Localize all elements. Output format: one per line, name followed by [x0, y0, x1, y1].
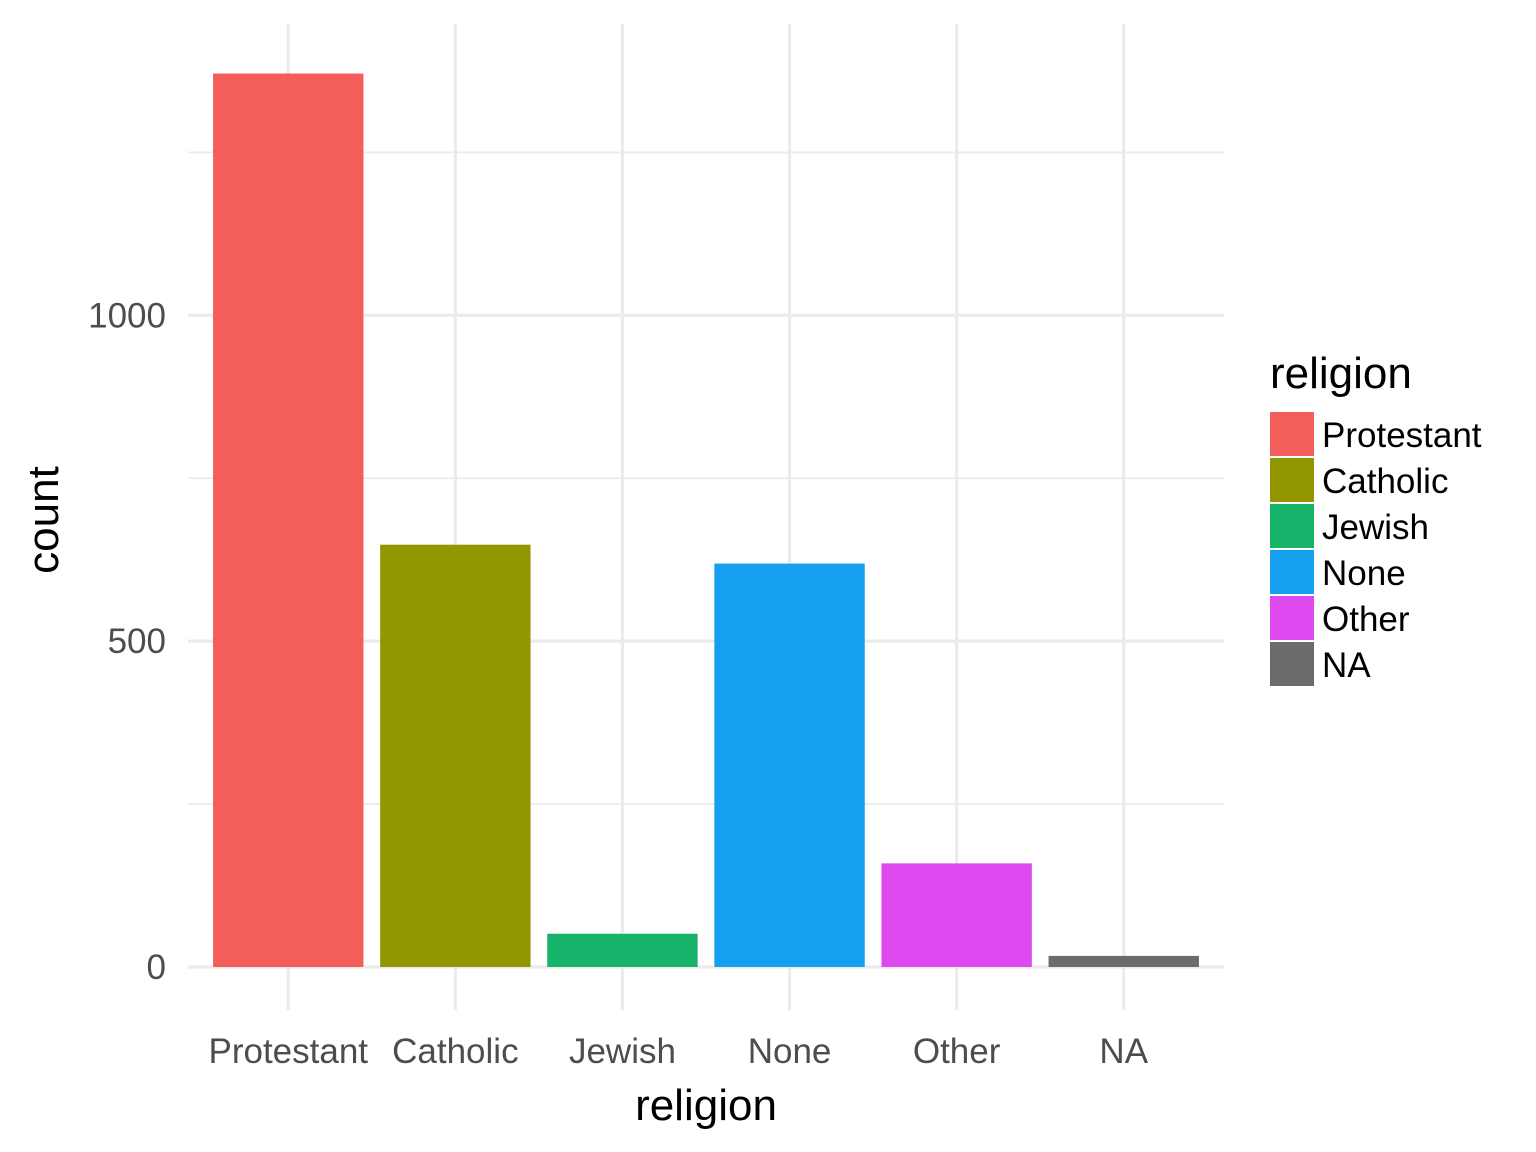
- y-tick-label: 500: [108, 622, 166, 661]
- x-tick-label: None: [748, 1032, 832, 1071]
- bars: [213, 74, 1199, 967]
- y-tick-label: 1000: [88, 296, 166, 335]
- bar-na: [1049, 956, 1199, 967]
- legend-label: Other: [1322, 600, 1410, 639]
- bar-protestant: [213, 74, 363, 967]
- legend-label: Catholic: [1322, 462, 1448, 501]
- legend-title: religion: [1270, 349, 1412, 398]
- legend-key-na: [1270, 642, 1314, 686]
- x-tick-label: NA: [1099, 1032, 1148, 1071]
- legend-key-other: [1270, 596, 1314, 640]
- legend-label: Protestant: [1322, 416, 1482, 455]
- x-axis-ticks: Protestant Catholic Jewish None Other NA: [208, 1032, 1148, 1071]
- x-tick-label: Jewish: [569, 1032, 676, 1071]
- legend-label: NA: [1322, 646, 1371, 685]
- legend: religion Protestant Catholic Jewish None Oth…: [1270, 349, 1482, 686]
- legend-label: Jewish: [1322, 508, 1429, 547]
- x-tick-label: Other: [913, 1032, 1001, 1071]
- legend-items: Protestant Catholic Jewish None Other NA: [1270, 412, 1482, 686]
- x-tick-label: Catholic: [392, 1032, 518, 1071]
- legend-key-none: [1270, 550, 1314, 594]
- x-tick-label: Protestant: [208, 1032, 368, 1071]
- bar-none: [714, 564, 864, 967]
- y-tick-label: 0: [147, 948, 166, 987]
- legend-label: None: [1322, 554, 1406, 593]
- bar-jewish: [547, 934, 697, 967]
- y-axis-title: count: [19, 466, 68, 574]
- legend-key-protestant: [1270, 412, 1314, 456]
- bar-catholic: [380, 545, 530, 967]
- x-axis-title: religion: [635, 1081, 777, 1130]
- y-axis-ticks: 0 500 1000: [88, 296, 166, 987]
- legend-key-catholic: [1270, 458, 1314, 502]
- legend-key-jewish: [1270, 504, 1314, 548]
- bar-other: [881, 863, 1031, 967]
